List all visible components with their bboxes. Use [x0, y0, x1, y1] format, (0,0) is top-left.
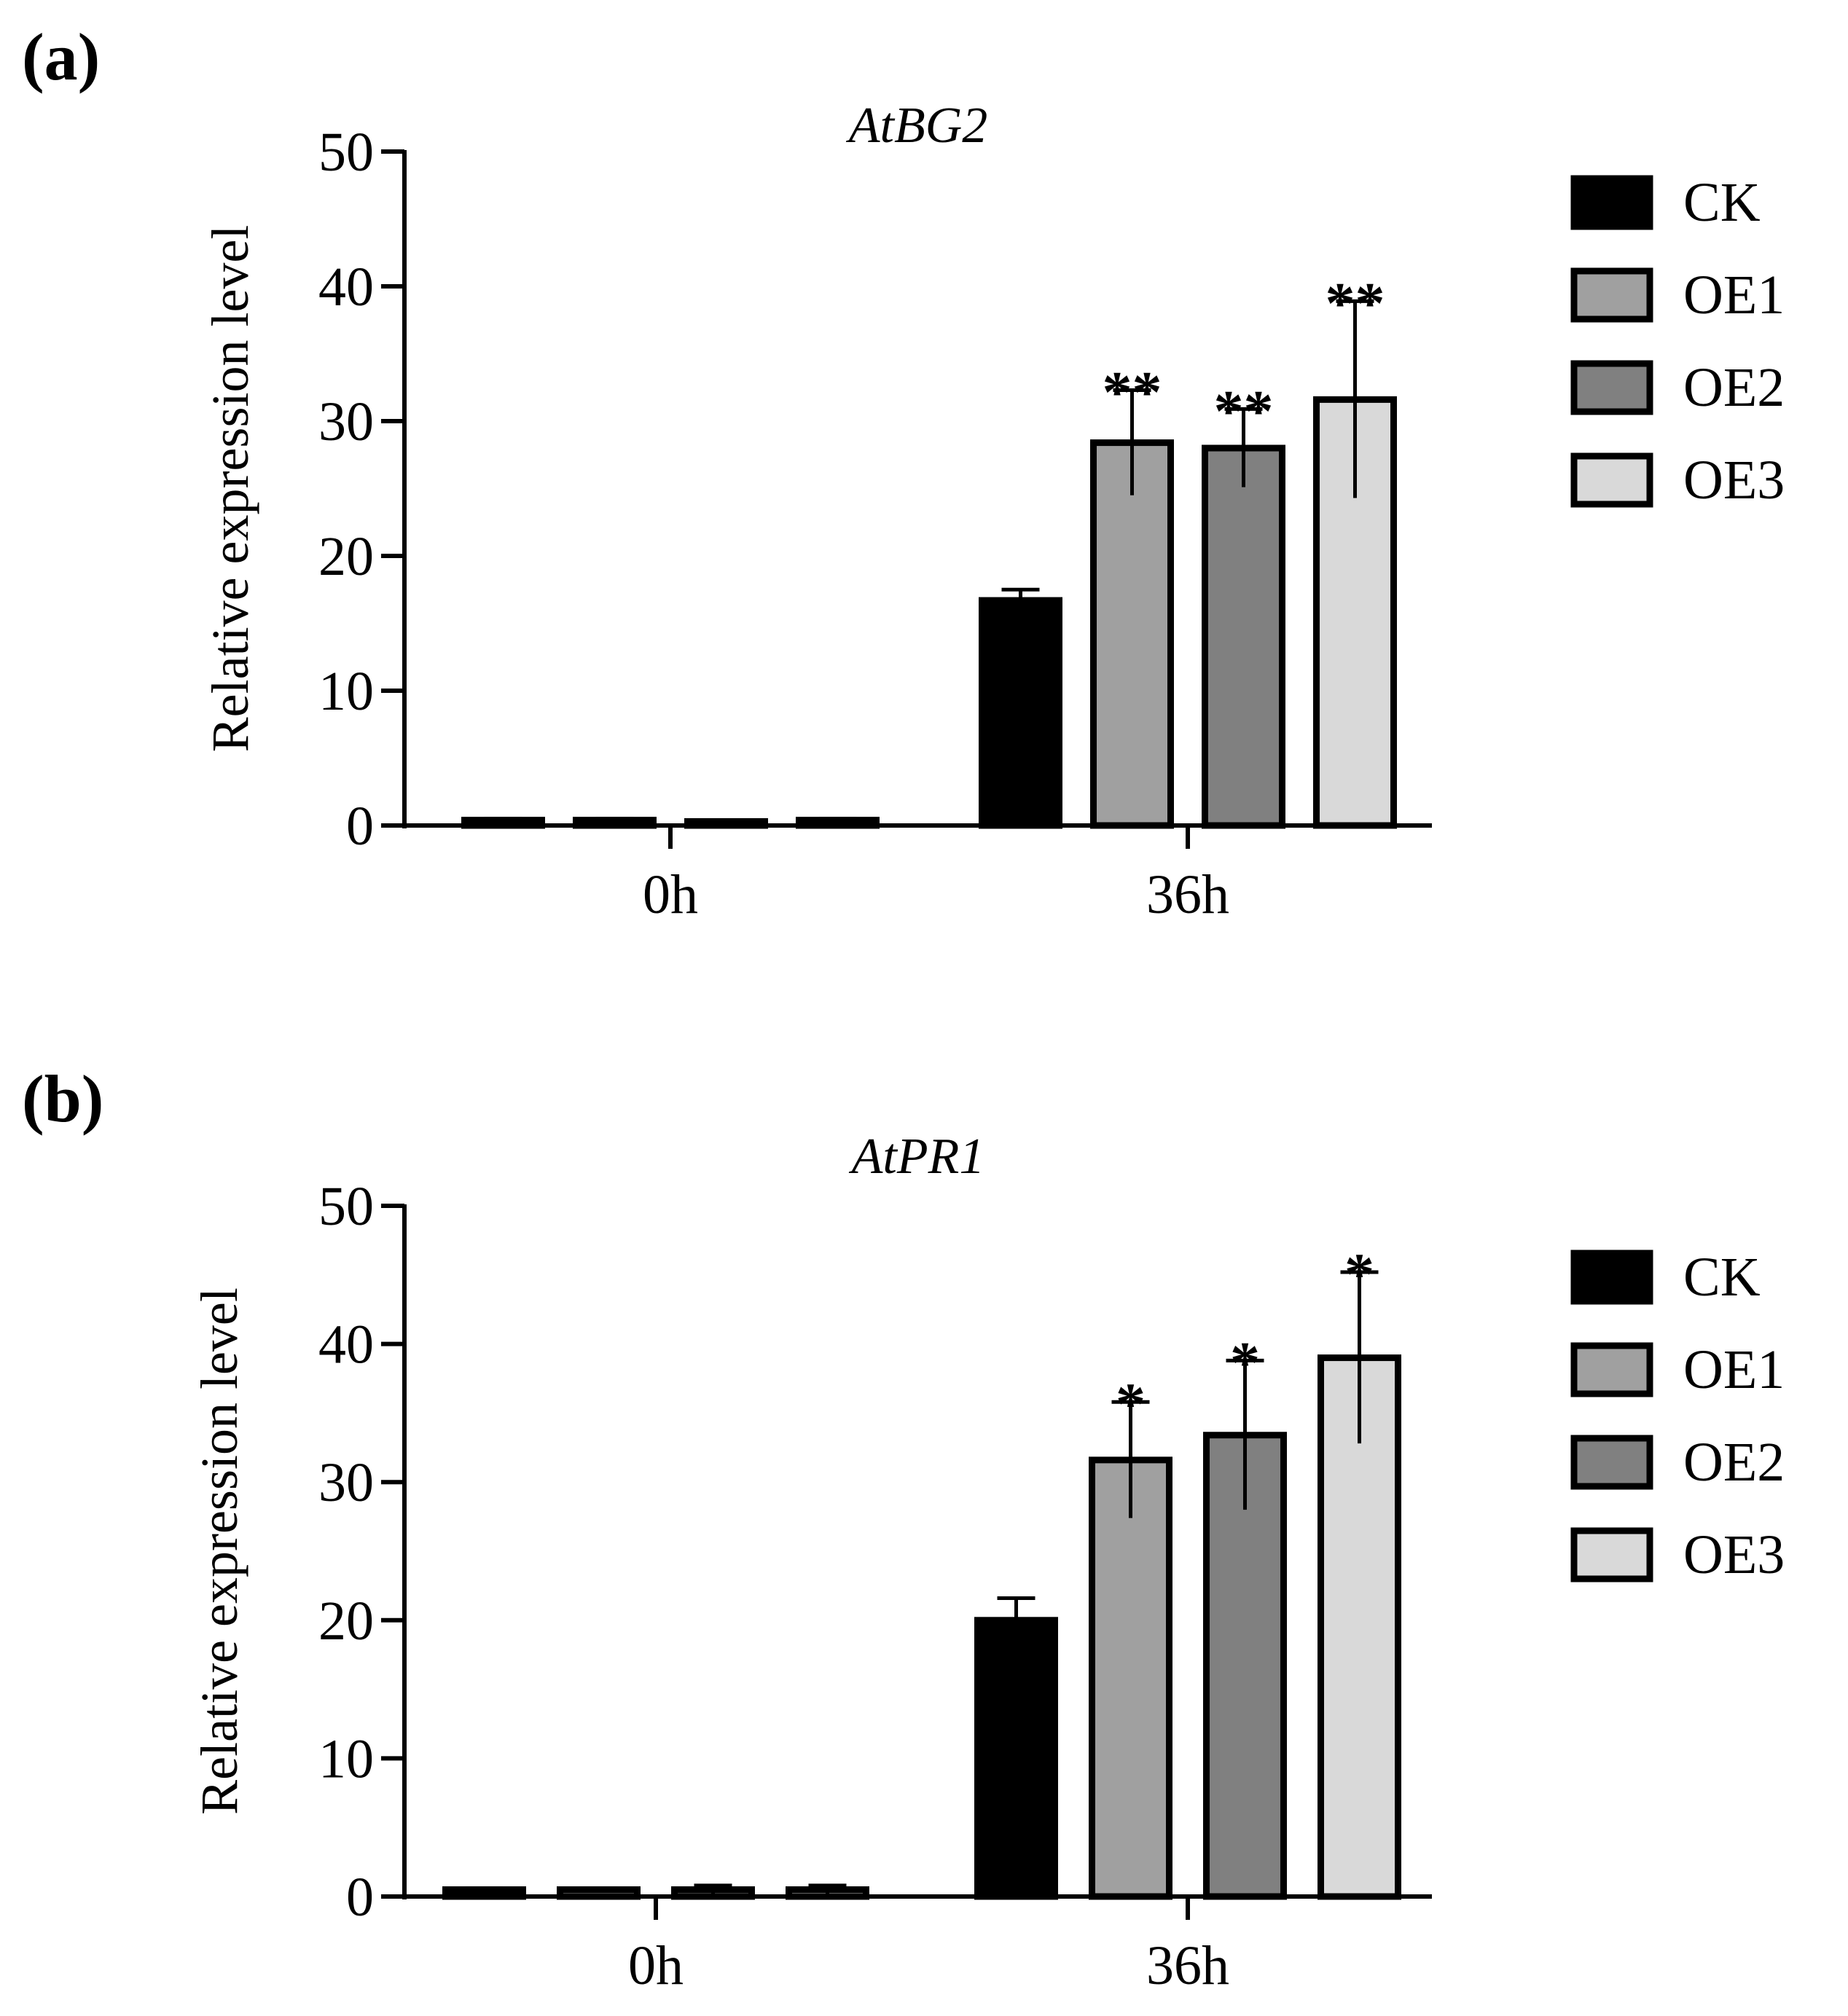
significance-label: * — [1344, 1241, 1374, 1307]
legend-label-oe3: OE3 — [1683, 1524, 1785, 1585]
legend-swatch-oe1 — [1570, 267, 1653, 323]
legend-label-ck: CK — [1683, 172, 1761, 233]
y-axis-label: Relative expression level — [190, 1287, 248, 1815]
y-tick-label: 10 — [318, 1728, 374, 1789]
y-tick-label: 50 — [318, 1176, 374, 1237]
bar-ck-36h — [974, 1617, 1058, 1900]
x-tick-label: 36h — [1146, 1935, 1229, 1996]
legend-swatch-oe3 — [1570, 1527, 1653, 1582]
significance-label: ** — [1103, 358, 1162, 425]
legend-label-oe2: OE2 — [1683, 1432, 1785, 1493]
x-tick-label: 0h — [628, 1935, 684, 1996]
x-tick-label: 36h — [1146, 864, 1229, 925]
y-tick-label: 20 — [318, 1591, 374, 1652]
y-tick-label: 50 — [318, 122, 374, 183]
legend-swatch-oe1 — [1570, 1342, 1653, 1397]
y-tick-label: 0 — [346, 796, 374, 857]
y-tick-label: 30 — [318, 1452, 374, 1513]
y-tick-label: 20 — [318, 526, 374, 587]
significance-label: ** — [1326, 270, 1385, 336]
chart-a: AtBG2 Relative expression level ** ** ** 0 10 2… — [201, 98, 1785, 925]
legend-label-oe1: OE1 — [1683, 264, 1785, 326]
chart-title: AtBG2 — [846, 98, 988, 154]
legend-label-oe2: OE2 — [1683, 357, 1785, 418]
chart-title: AtPR1 — [849, 1129, 985, 1185]
significance-label: ** — [1214, 377, 1274, 444]
bar-ck-36h — [979, 597, 1062, 829]
legend-label-ck: CK — [1683, 1247, 1761, 1308]
bar-oe2-36h — [1202, 444, 1285, 829]
bar-oe1-36h — [1089, 1456, 1172, 1900]
legend-label-oe1: OE1 — [1683, 1339, 1785, 1400]
y-axis-label: Relative expression level — [201, 225, 259, 753]
y-tick-label: 10 — [318, 661, 374, 722]
significance-label: * — [1116, 1370, 1146, 1437]
legend-swatch-oe3 — [1570, 452, 1653, 508]
y-tick-label: 0 — [346, 1867, 374, 1928]
x-tick-label: 0h — [643, 864, 698, 925]
legend-swatch-ck — [1570, 175, 1653, 230]
chart-b: AtPR1 Relative expression level * * * 0 10 20 30… — [190, 1129, 1785, 1996]
panel-label-a: (a) — [22, 20, 101, 94]
significance-label: * — [1230, 1329, 1260, 1395]
y-tick-label: 40 — [318, 1314, 374, 1376]
legend-swatch-oe2 — [1570, 360, 1653, 415]
bar-oe1-36h — [1090, 439, 1174, 829]
y-tick-label: 40 — [318, 256, 374, 318]
bar-oe3-36h — [1318, 1354, 1401, 1900]
legend-swatch-ck — [1570, 1250, 1653, 1305]
y-tick-label: 30 — [318, 391, 374, 452]
legend-label-oe3: OE3 — [1683, 450, 1785, 511]
legend-swatch-oe2 — [1570, 1435, 1653, 1490]
panel-label-b: (b) — [22, 1062, 104, 1136]
